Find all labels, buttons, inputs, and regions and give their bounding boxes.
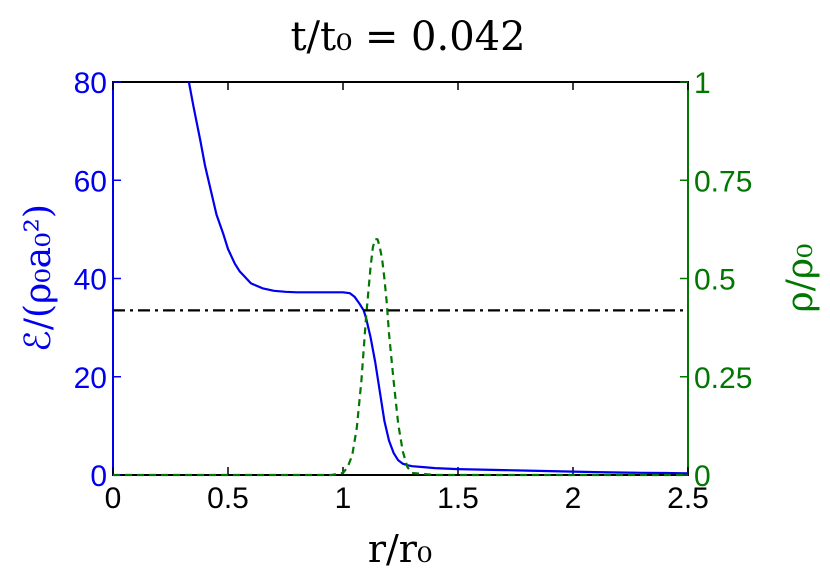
y-right-tick-label: 0.5 (694, 264, 736, 297)
y-right-tick-label: 0.25 (694, 362, 752, 395)
y-left-tick-label: 0 (90, 460, 107, 493)
plot-frame (112, 81, 689, 476)
density-curve (113, 238, 688, 477)
y-axis-label-left: ℰ/(ρ₀a₀²) (18, 204, 59, 352)
chart-title: t/t₀ = 0.042 (290, 14, 525, 60)
x-tick-label: 1.5 (437, 482, 479, 515)
y-right-tick-label: 1 (694, 67, 711, 100)
y-left-tick-label: 20 (74, 362, 107, 395)
y-axis-label-right: ρ/ρ₀ (780, 244, 821, 313)
x-tick-label: 0 (105, 482, 122, 515)
energy-curve (187, 81, 689, 475)
y-left-tick-label: 40 (74, 264, 107, 297)
x-tick-label: 2.5 (667, 482, 709, 515)
series-layer (113, 81, 689, 477)
y-right-tick-label: 0 (694, 460, 711, 493)
y-left-tick-label: 60 (74, 165, 107, 198)
y-left-tick-label: 80 (74, 67, 107, 100)
x-tick-label: 0.5 (207, 482, 249, 515)
x-tick-label: 1 (335, 482, 352, 515)
x-tick-label: 2 (565, 482, 582, 515)
x-axis-label: r/r₀ (368, 527, 432, 571)
y-right-tick-label: 0.75 (694, 165, 752, 198)
